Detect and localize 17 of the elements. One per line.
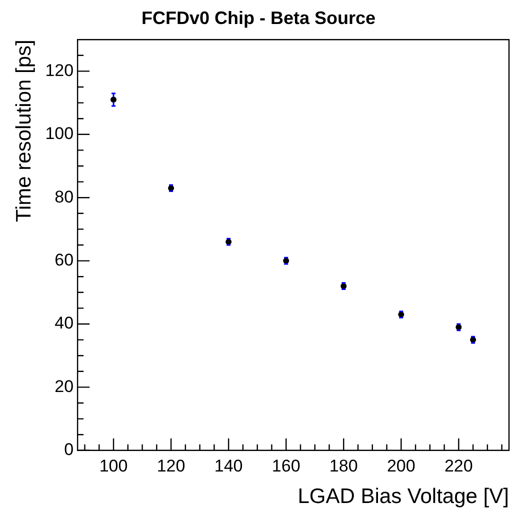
x-tick-label: 140 — [214, 456, 243, 476]
y-tick-label: 40 — [54, 314, 74, 333]
x-tick-label: 100 — [99, 456, 128, 476]
y-axis-title: Time resolution [ps] — [12, 40, 36, 222]
y-tick-label: 100 — [45, 124, 74, 144]
x-tick-label: 120 — [156, 456, 186, 476]
y-tick-label: 80 — [54, 187, 74, 206]
y-tick-label: 120 — [45, 60, 74, 80]
x-axis-title: LGAD Bias Voltage [V] — [298, 485, 509, 508]
y-tick-label: 60 — [54, 250, 74, 270]
x-tick-label: 180 — [329, 456, 358, 476]
y-tick-label: 20 — [54, 376, 74, 396]
x-tick-label: 160 — [272, 456, 300, 476]
x-tick-label: 220 — [444, 456, 473, 476]
chart-title: FCFDv0 Chip - Beta Source — [141, 8, 376, 28]
x-tick-label: 200 — [386, 456, 416, 476]
y-tick-label: 0 — [64, 440, 74, 460]
